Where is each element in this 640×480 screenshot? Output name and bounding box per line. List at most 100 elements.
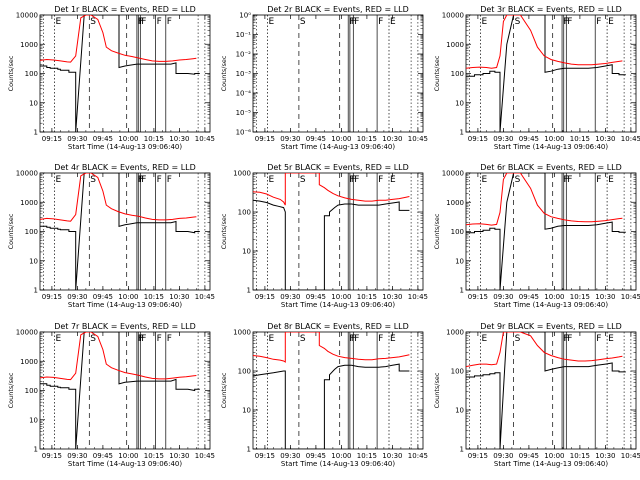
y-tick-label: 1 xyxy=(460,287,464,295)
x-tick-label: 09:30 xyxy=(280,135,300,143)
x-tick-label: 10:30 xyxy=(169,293,189,301)
marker-label: E xyxy=(268,175,274,185)
x-tick-label: 10:15 xyxy=(357,135,377,143)
x-tick-label: 10:15 xyxy=(144,135,164,143)
y-tick-label: 10000 xyxy=(442,12,464,20)
y-tick-label: 10⁻³ xyxy=(236,70,252,78)
series-line-events xyxy=(466,173,626,290)
y-tick-label: 100 xyxy=(25,70,38,78)
x-tick-label: 10:15 xyxy=(357,452,377,460)
x-tick-label: 10:00 xyxy=(544,293,564,301)
x-tick-label: 10:00 xyxy=(331,452,351,460)
y-tick-label: 10000 xyxy=(16,329,38,337)
panel-det-1: Det 1r BLACK = Events, RED = LLD 1 10 100 10… xyxy=(7,5,215,151)
marker-label: F xyxy=(157,17,162,27)
x-tick-label: 10:30 xyxy=(595,135,615,143)
panel-det-6: Det 6r BLACK = Events, RED = LLD 1 10 100 10… xyxy=(433,163,640,309)
plot-frame xyxy=(465,331,637,450)
x-tick-label: 09:45 xyxy=(93,293,113,301)
x-tick-label: 10:45 xyxy=(621,293,640,301)
marker-lines: ESFFFFF xyxy=(43,173,206,290)
x-tick-label: 09:45 xyxy=(306,452,326,460)
x-tick-label: 09:15 xyxy=(468,293,488,301)
y-axis-label: Counts/sec xyxy=(433,55,441,91)
marker-label: E xyxy=(390,17,396,27)
series-line-lld xyxy=(253,173,410,206)
x-tick-label: 10:45 xyxy=(408,293,428,301)
marker-label: F xyxy=(563,17,568,27)
series-line-lld xyxy=(466,15,623,69)
y-tick-label: 10000 xyxy=(16,170,38,178)
plot-frame xyxy=(252,172,424,291)
marker-label: F xyxy=(378,17,383,27)
y-axis-label: Counts/sec xyxy=(220,213,228,249)
y-axis-label: Counts/sec xyxy=(7,213,15,249)
x-tick-label: 09:45 xyxy=(519,135,539,143)
plot-frame xyxy=(252,331,424,450)
y-tick-label: 1 xyxy=(247,287,251,295)
x-tick-label: 10:45 xyxy=(408,452,428,460)
y-tick-label: 1000 xyxy=(20,199,38,207)
marker-label: E xyxy=(608,17,614,27)
panel-title: Det 5r BLACK = Events, RED = LLD xyxy=(267,163,409,172)
series-group xyxy=(466,173,626,290)
series-group xyxy=(466,332,626,449)
x-axis-label: Start Time (14-Aug-13 09:06:40) xyxy=(281,143,395,151)
x-tick-label: 09:30 xyxy=(280,293,300,301)
x-tick-label: 10:00 xyxy=(118,135,138,143)
marker-label: F xyxy=(349,334,354,344)
panel-det-9: Det 9r BLACK = Events, RED = LLD 1 10 100 10… xyxy=(433,322,640,468)
x-tick-label: 10:00 xyxy=(544,452,564,460)
marker-label: S xyxy=(515,334,521,344)
marker-label: E xyxy=(268,334,274,344)
x-axis-label: Start Time (14-Aug-13 09:06:40) xyxy=(494,143,608,151)
y-tick-label: 10⁻¹ xyxy=(236,31,252,39)
y-tick-label: 10 xyxy=(455,99,464,107)
marker-label: E xyxy=(481,17,487,27)
marker-label: E xyxy=(608,334,614,344)
series-group xyxy=(40,173,200,290)
marker-label: S xyxy=(90,17,96,27)
marker-label: F xyxy=(565,334,570,344)
x-tick-label: 10:30 xyxy=(169,135,189,143)
marker-label: F xyxy=(139,175,144,185)
x-axis-label: Start Time (14-Aug-13 09:06:40) xyxy=(68,143,182,151)
marker-label: S xyxy=(300,175,306,185)
marker-label: F xyxy=(378,334,383,344)
marker-label: E xyxy=(268,17,274,27)
marker-label: F xyxy=(378,175,383,185)
marker-lines: ESFFFFF xyxy=(43,15,206,132)
series-line-events xyxy=(466,15,626,132)
x-tick-label: 09:15 xyxy=(42,293,62,301)
y-tick-label: 100 xyxy=(451,228,464,236)
marker-label: F xyxy=(139,334,144,344)
marker-lines: ESFFFFF xyxy=(43,332,206,449)
marker-label: F xyxy=(596,175,601,185)
y-axis-label: Counts/sec xyxy=(433,213,441,249)
panel-title: Det 8r BLACK = Events, RED = LLD xyxy=(267,322,409,331)
x-axis-label: Start Time (14-Aug-13 09:06:40) xyxy=(68,301,182,309)
marker-label: E xyxy=(481,175,487,185)
y-tick-label: 1000 xyxy=(446,199,464,207)
x-tick-label: 09:30 xyxy=(493,452,513,460)
y-axis-label: Counts/sec xyxy=(220,55,228,91)
marker-label: F xyxy=(354,175,359,185)
panel-title: Det 3r BLACK = Events, RED = LLD xyxy=(480,5,622,14)
panel-det-2: Det 2r BLACK = Events, RED = LLD 10⁻⁶ 10⁻⁵… xyxy=(220,5,428,151)
x-tick-label: 09:45 xyxy=(519,293,539,301)
series-group xyxy=(466,15,626,132)
marker-label: F xyxy=(596,334,601,344)
panel-det-5: Det 5r BLACK = Events, RED = LLD 1 10 100 10… xyxy=(220,163,428,309)
marker-label: F xyxy=(349,175,354,185)
y-tick-label: 1000 xyxy=(20,41,38,49)
x-tick-label: 10:00 xyxy=(331,135,351,143)
x-tick-label: 10:00 xyxy=(118,452,138,460)
y-axis-label: Counts/sec xyxy=(433,372,441,408)
x-tick-label: 09:15 xyxy=(255,452,275,460)
y-tick-label: 1 xyxy=(34,287,38,295)
